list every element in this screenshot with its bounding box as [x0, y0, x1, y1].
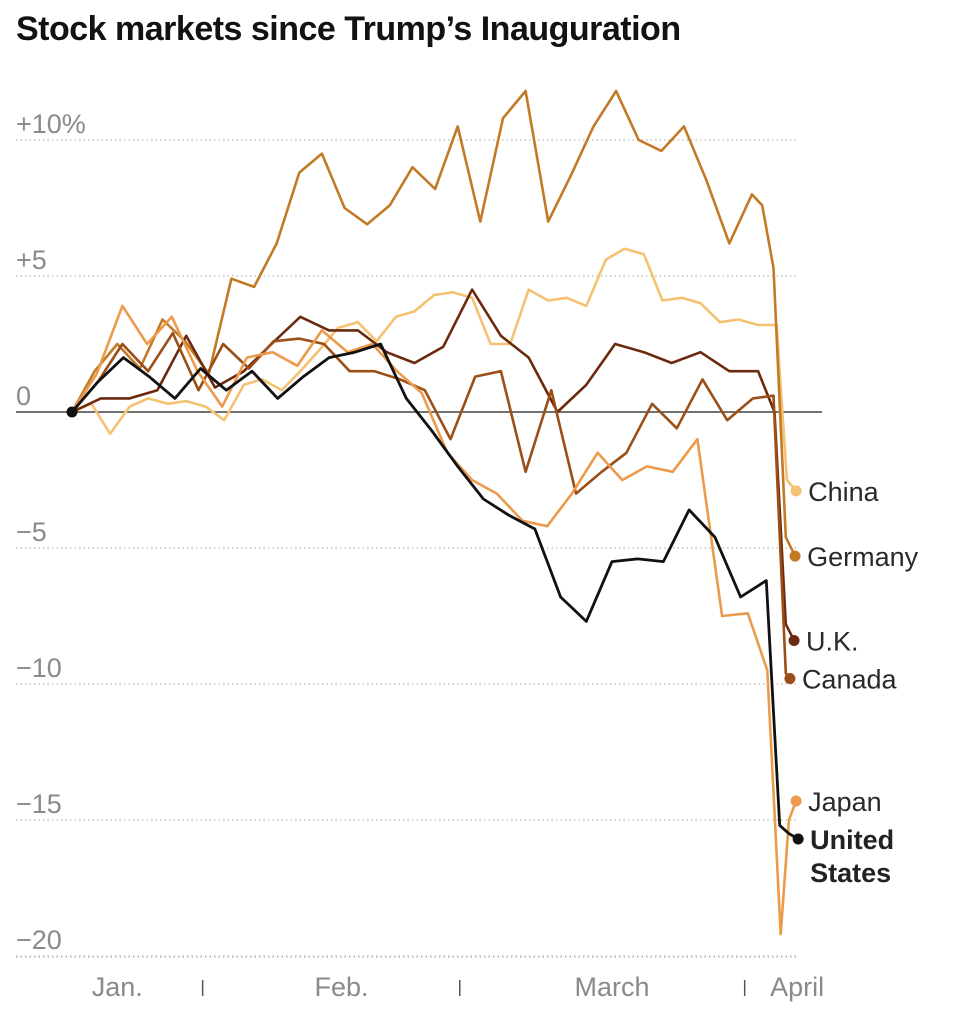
series-label-u-k: U.K. — [806, 626, 859, 656]
series-line-canada — [70, 331, 792, 680]
series-label-china: China — [808, 477, 880, 507]
y-tick-label: −10 — [16, 653, 62, 683]
series-label-germany: Germany — [807, 542, 919, 572]
gridlines — [16, 139, 822, 957]
y-tick-label: −20 — [16, 925, 62, 955]
start-marker — [66, 406, 78, 418]
y-tick-label: +10% — [16, 109, 86, 139]
series-line-germany — [70, 89, 797, 558]
y-tick-label: +5 — [16, 245, 47, 275]
series-label-canada: Canada — [802, 665, 898, 695]
y-tick-label: −15 — [16, 789, 62, 819]
end-marker-united-states — [792, 833, 804, 845]
series-lines — [70, 89, 800, 936]
y-axis-tick-labels: +10% +5 0 −5 −10 −15 −20 — [16, 109, 86, 955]
series-labels: China Germany U.K. Canada Japan United States — [802, 477, 919, 888]
end-marker-china — [790, 485, 802, 497]
end-marker-u-k — [788, 634, 800, 646]
end-marker-canada — [784, 673, 796, 685]
end-marker-japan — [790, 795, 802, 807]
x-axis: Jan. Feb. March April — [16, 956, 824, 1002]
x-tick-label: Jan. — [92, 972, 143, 1002]
series-end-markers — [66, 406, 804, 845]
end-marker-germany — [789, 550, 801, 562]
chart-title: Stock markets since Trump’s Inauguration — [16, 10, 681, 48]
series-line-u-k — [70, 288, 796, 642]
series-label-united-states: United States — [810, 825, 894, 888]
x-tick-label: April — [770, 972, 824, 1002]
series-line-united-states — [70, 342, 800, 841]
y-tick-label: −5 — [16, 517, 47, 547]
series-line-japan — [70, 304, 798, 936]
x-tick-label: Feb. — [314, 972, 368, 1002]
x-tick-label: March — [574, 972, 649, 1002]
y-tick-label: 0 — [16, 381, 31, 411]
series-line-china — [70, 247, 798, 493]
series-label-japan: Japan — [808, 787, 882, 817]
